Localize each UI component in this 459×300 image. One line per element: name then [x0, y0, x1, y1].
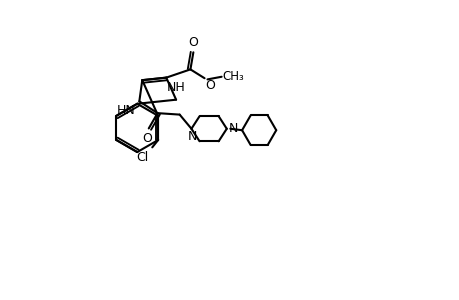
- Text: O: O: [205, 79, 214, 92]
- Text: N: N: [187, 130, 196, 143]
- Text: O: O: [188, 36, 198, 50]
- Text: NH: NH: [166, 81, 185, 94]
- Text: CH₃: CH₃: [222, 70, 244, 83]
- Text: O: O: [142, 132, 152, 145]
- Text: HN: HN: [116, 104, 135, 117]
- Text: N: N: [229, 122, 238, 135]
- Text: Cl: Cl: [136, 152, 148, 164]
